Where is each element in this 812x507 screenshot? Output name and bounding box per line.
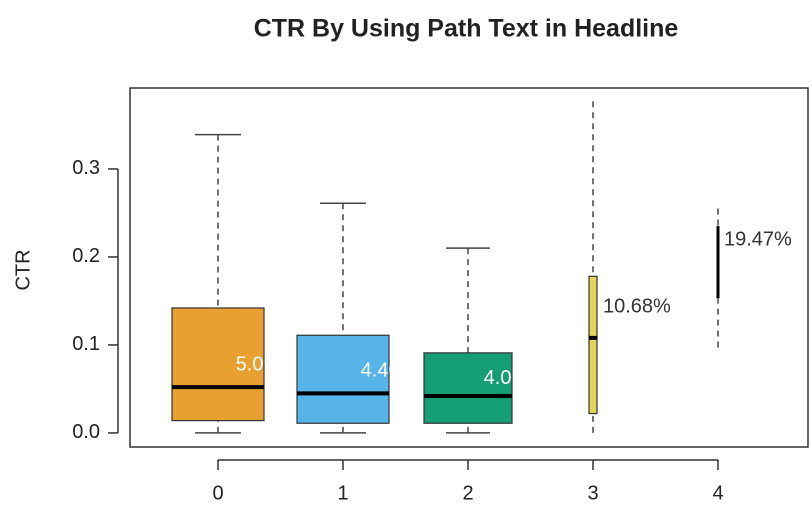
y-axis-label: CTR bbox=[12, 249, 34, 290]
x-tick-label: 1 bbox=[337, 482, 348, 504]
y-tick-label: 0.2 bbox=[72, 245, 100, 267]
value-label: 4.09% bbox=[484, 367, 541, 389]
value-label: 5.09% bbox=[236, 353, 293, 375]
box bbox=[423, 352, 513, 424]
box bbox=[296, 334, 390, 424]
value-label: 4.40% bbox=[361, 360, 418, 382]
chart-title: CTR By Using Path Text in Headline bbox=[254, 15, 679, 43]
y-tick-label: 0.1 bbox=[72, 333, 100, 355]
x-tick-label: 4 bbox=[712, 482, 723, 504]
y-tick-label: 0.0 bbox=[72, 421, 100, 443]
plot-frame bbox=[129, 87, 809, 448]
value-label: 19.47% bbox=[724, 228, 792, 250]
box bbox=[588, 275, 598, 415]
value-label: 10.68% bbox=[603, 295, 671, 317]
box bbox=[171, 307, 265, 422]
x-tick-label: 0 bbox=[212, 482, 223, 504]
x-tick-label: 2 bbox=[462, 482, 473, 504]
y-tick-label: 0.3 bbox=[72, 157, 100, 179]
x-tick-label: 3 bbox=[587, 482, 598, 504]
